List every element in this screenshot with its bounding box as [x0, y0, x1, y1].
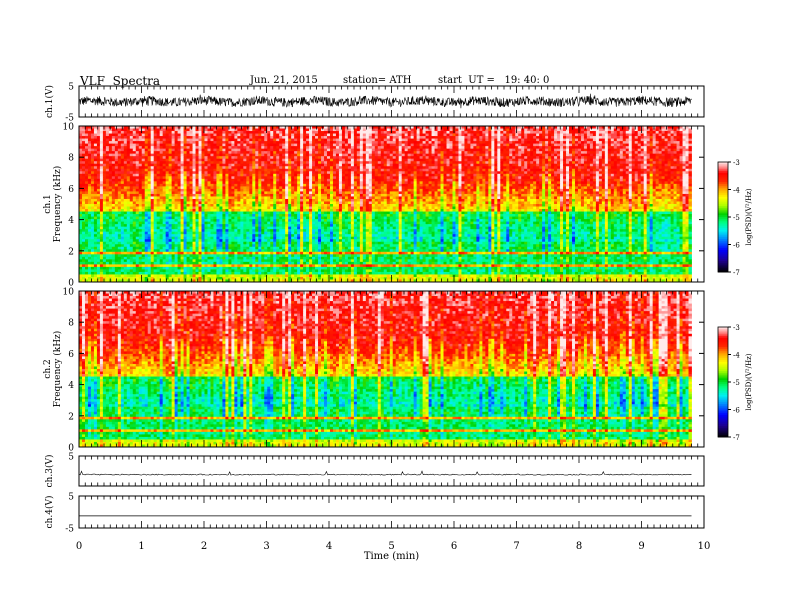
colorbar-3: [718, 327, 728, 438]
ytick-label: -5: [65, 525, 74, 535]
start-time-label: start UT = 19: 40: 0: [438, 75, 549, 86]
ylabel-channel: ch.2: [43, 359, 53, 378]
ytick-label: 8: [68, 154, 74, 164]
colorbar-label: log(PSD)(V²/Hz): [745, 188, 753, 245]
ytick-label: 4: [68, 381, 74, 391]
ch1-trace: [78, 93, 692, 109]
ch3-waveform-ylabel: ch.3(V): [44, 455, 55, 488]
xtick-label: 3: [263, 541, 269, 552]
colorbar-tick-label: -5: [733, 214, 740, 222]
ytick-label: 2: [68, 412, 74, 422]
spectrogram-2: [79, 126, 692, 283]
xtick-label: 0: [76, 541, 82, 552]
xtick-label: 8: [576, 541, 582, 552]
ch4-waveform-ylabel: ch.4(V): [44, 496, 55, 529]
xtick-label: 7: [513, 541, 519, 552]
xtick-label: 9: [638, 541, 644, 552]
ytick-label: 0: [68, 279, 74, 289]
ylabel-frequency: Frequency (kHz): [52, 166, 63, 243]
colorbar-tick-label: -4: [733, 352, 740, 360]
colorbar-tick-label: -6: [733, 242, 740, 250]
ch3-waveform: [78, 470, 692, 476]
ytick-label: 6: [68, 350, 74, 360]
colorbar-tick-label: -3: [733, 159, 740, 167]
xtick-label: 5: [388, 541, 394, 552]
colorbar-tick-label: -3: [733, 324, 740, 332]
ytick-label: 5: [68, 493, 74, 503]
ylabel-channel: ch.1: [43, 194, 53, 213]
xaxis-label: Time (min): [364, 551, 419, 562]
xtick-label: 10: [698, 541, 711, 552]
xtick-label: 1: [138, 541, 144, 552]
xtick-label: 4: [326, 541, 332, 552]
ch1-waveform-ylabel: ch.1(V): [44, 85, 55, 118]
ytick-label: 6: [68, 185, 74, 195]
colorbar-2: [718, 162, 728, 273]
xtick-label: 6: [451, 541, 457, 552]
colorbar-tick-label: -5: [733, 379, 740, 387]
ytick-label: 0: [68, 444, 74, 454]
ch1-waveform: [78, 93, 692, 109]
colorbar-tick-label: -7: [733, 269, 740, 277]
ytick-label: 8: [68, 319, 74, 329]
colorbar-label: log(PSD)(V²/Hz): [745, 353, 753, 410]
colorbar-tick-label: -6: [733, 407, 740, 415]
station-label: station= ATH: [343, 75, 411, 86]
ytick-label: 10: [63, 123, 75, 133]
ytick-label: 4: [68, 216, 74, 226]
date-label: Jun. 21, 2015: [250, 75, 318, 86]
ytick-label: 2: [68, 247, 74, 257]
colorbar-tick-label: -4: [733, 187, 740, 195]
xtick-label: 2: [201, 541, 207, 552]
ytick-label: 10: [63, 288, 75, 298]
ytick-label: 5: [68, 83, 74, 93]
ytick-label: -5: [65, 114, 74, 124]
spectrogram-3: [79, 291, 692, 448]
chart-title: VLF Spectra: [80, 74, 160, 88]
ylabel-frequency: Frequency (kHz): [52, 331, 63, 408]
ytick-label: 5: [68, 453, 74, 463]
colorbar-tick-label: -7: [733, 434, 740, 442]
ch3-trace: [78, 470, 692, 476]
